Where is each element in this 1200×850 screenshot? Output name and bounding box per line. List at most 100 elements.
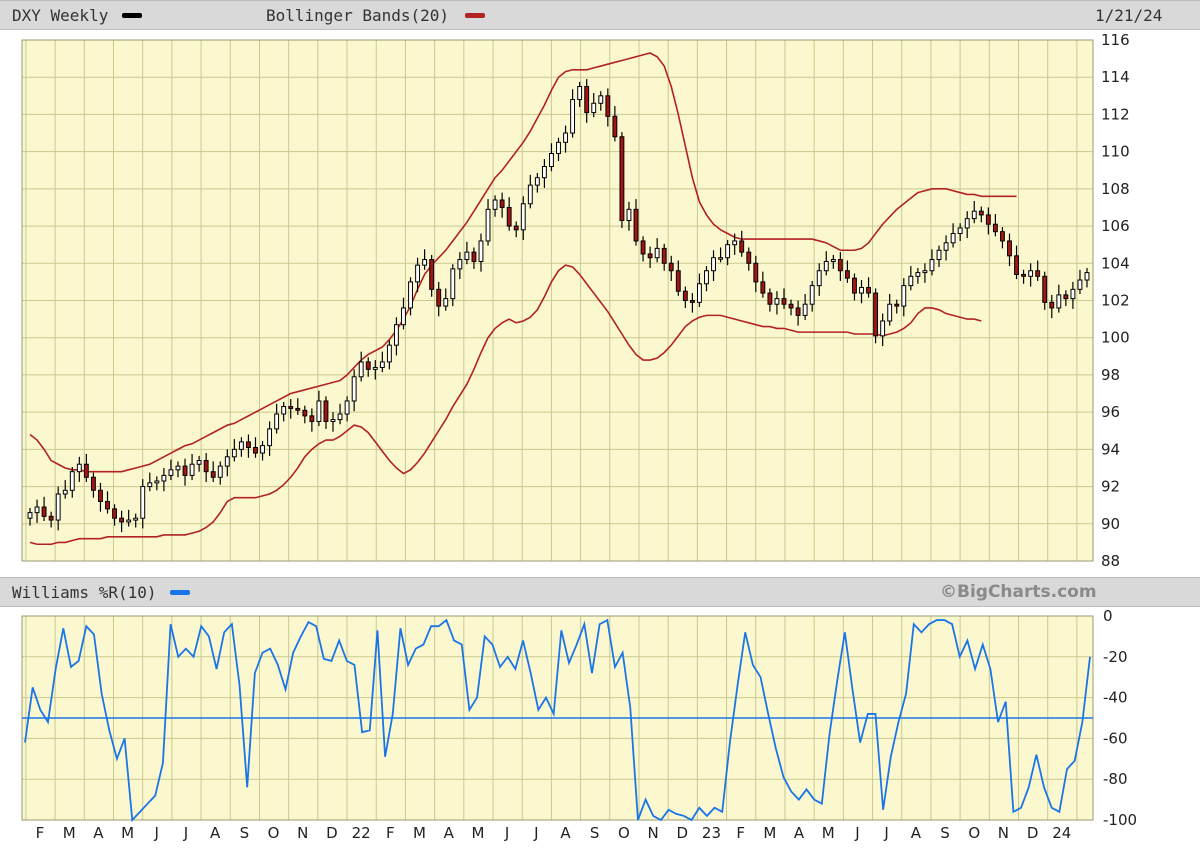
candle-body bbox=[386, 344, 392, 363]
candle-body bbox=[908, 275, 914, 287]
candle-body bbox=[929, 259, 935, 272]
candle-body bbox=[739, 240, 745, 253]
candle-body bbox=[224, 456, 230, 467]
x-tick-label: D bbox=[676, 824, 688, 842]
candle-body bbox=[1084, 272, 1090, 281]
williams-ytick-label: -60 bbox=[1103, 729, 1128, 747]
candle-body bbox=[633, 208, 639, 242]
candle-body bbox=[992, 223, 998, 233]
candle-body bbox=[936, 249, 942, 261]
candle-body bbox=[1070, 288, 1076, 300]
candle-body bbox=[323, 400, 329, 422]
candle-body bbox=[704, 270, 709, 285]
candle-body bbox=[894, 303, 900, 307]
candle-body bbox=[795, 307, 801, 316]
x-tick-label: D bbox=[1027, 824, 1039, 842]
bollinger-legend-swatch bbox=[465, 13, 485, 18]
candle-body bbox=[337, 413, 343, 421]
candle-body bbox=[880, 320, 886, 337]
candle-body bbox=[506, 206, 512, 227]
x-tick-label: S bbox=[240, 824, 250, 842]
candle-body bbox=[344, 400, 350, 415]
bollinger-lower-line bbox=[29, 264, 982, 546]
candle-body bbox=[231, 448, 237, 458]
candle-body bbox=[471, 251, 477, 262]
candle-body bbox=[372, 366, 378, 370]
candle-body bbox=[915, 272, 921, 277]
candle-body bbox=[422, 259, 428, 266]
x-tick-label: M bbox=[63, 824, 76, 842]
candle-body bbox=[253, 446, 258, 454]
x-tick-label: A bbox=[444, 824, 455, 842]
candle-body bbox=[302, 409, 308, 417]
candle-body bbox=[943, 242, 949, 251]
candle-body bbox=[1063, 294, 1069, 300]
x-tick-label: O bbox=[268, 824, 280, 842]
candle-body bbox=[718, 257, 724, 260]
price-ytick-label: 94 bbox=[1101, 440, 1120, 458]
candle-body bbox=[668, 262, 674, 272]
candle-body bbox=[774, 298, 780, 305]
candle-body bbox=[971, 210, 977, 220]
candle-body bbox=[760, 281, 766, 294]
candle-body bbox=[661, 247, 667, 264]
candle-body bbox=[978, 210, 984, 216]
candle-body bbox=[725, 244, 731, 259]
price-ytick-label: 112 bbox=[1101, 105, 1130, 123]
price-ytick-label: 90 bbox=[1101, 515, 1120, 533]
candle-body bbox=[887, 303, 893, 322]
candle-body bbox=[675, 270, 681, 292]
candle-body bbox=[281, 406, 287, 415]
x-tick-label: J bbox=[183, 824, 188, 842]
candle-body bbox=[83, 463, 89, 478]
candle-body bbox=[866, 286, 871, 294]
candle-body bbox=[309, 415, 315, 422]
candle-body bbox=[577, 86, 583, 101]
candle-body bbox=[830, 259, 836, 262]
candle-body bbox=[316, 400, 322, 422]
candle-body bbox=[429, 259, 435, 290]
price-ytick-label: 106 bbox=[1101, 217, 1130, 235]
candle-body bbox=[492, 199, 498, 210]
candle-body bbox=[816, 270, 822, 287]
candle-body bbox=[647, 253, 653, 259]
candle-body bbox=[119, 517, 125, 523]
candle-body bbox=[711, 257, 716, 272]
williams-header: Williams %R(10) ©BigCharts.com bbox=[0, 577, 1200, 607]
candle-body bbox=[950, 233, 956, 244]
candle-body bbox=[112, 508, 117, 519]
candle-body bbox=[767, 292, 773, 305]
candle-body bbox=[922, 270, 928, 274]
price-ytick-label: 108 bbox=[1101, 180, 1130, 198]
x-tick-label: J bbox=[854, 824, 859, 842]
candle-body bbox=[753, 262, 759, 283]
x-tick-label: F bbox=[36, 824, 45, 842]
candle-body bbox=[1021, 273, 1027, 277]
candle-body bbox=[408, 281, 413, 309]
candle-body bbox=[696, 283, 702, 303]
candle-body bbox=[351, 376, 357, 402]
candle-body bbox=[393, 324, 399, 346]
symbol-legend-swatch bbox=[122, 13, 142, 18]
price-panel: 88 90 92 94 96 98 100 102 104 106 108 110 112 114 116 bbox=[21, 31, 1130, 570]
price-chart-header: DXY Weekly Bollinger Bands(20) 1/21/24 bbox=[0, 0, 1200, 30]
candle-body bbox=[154, 480, 160, 484]
candle-body bbox=[478, 240, 484, 262]
candle-body bbox=[844, 270, 850, 279]
williams-ytick-label: -20 bbox=[1103, 648, 1128, 666]
williams-panel: 0 -20 -40 -60 -80 -100 bbox=[21, 607, 1137, 829]
candle-body bbox=[464, 251, 470, 261]
x-tick-label: O bbox=[968, 824, 980, 842]
candle-body bbox=[1077, 279, 1083, 290]
price-ytick-label: 102 bbox=[1101, 292, 1130, 310]
candle-body bbox=[584, 86, 590, 114]
candle-body bbox=[964, 218, 970, 229]
brand-watermark: ©BigCharts.com bbox=[940, 582, 1097, 602]
price-ytick-label: 116 bbox=[1101, 31, 1130, 49]
x-tick-label: A bbox=[560, 824, 571, 842]
candle-body bbox=[62, 489, 68, 495]
x-tick-label: J bbox=[154, 824, 159, 842]
candle-body bbox=[527, 184, 533, 205]
candle-body bbox=[640, 240, 646, 255]
